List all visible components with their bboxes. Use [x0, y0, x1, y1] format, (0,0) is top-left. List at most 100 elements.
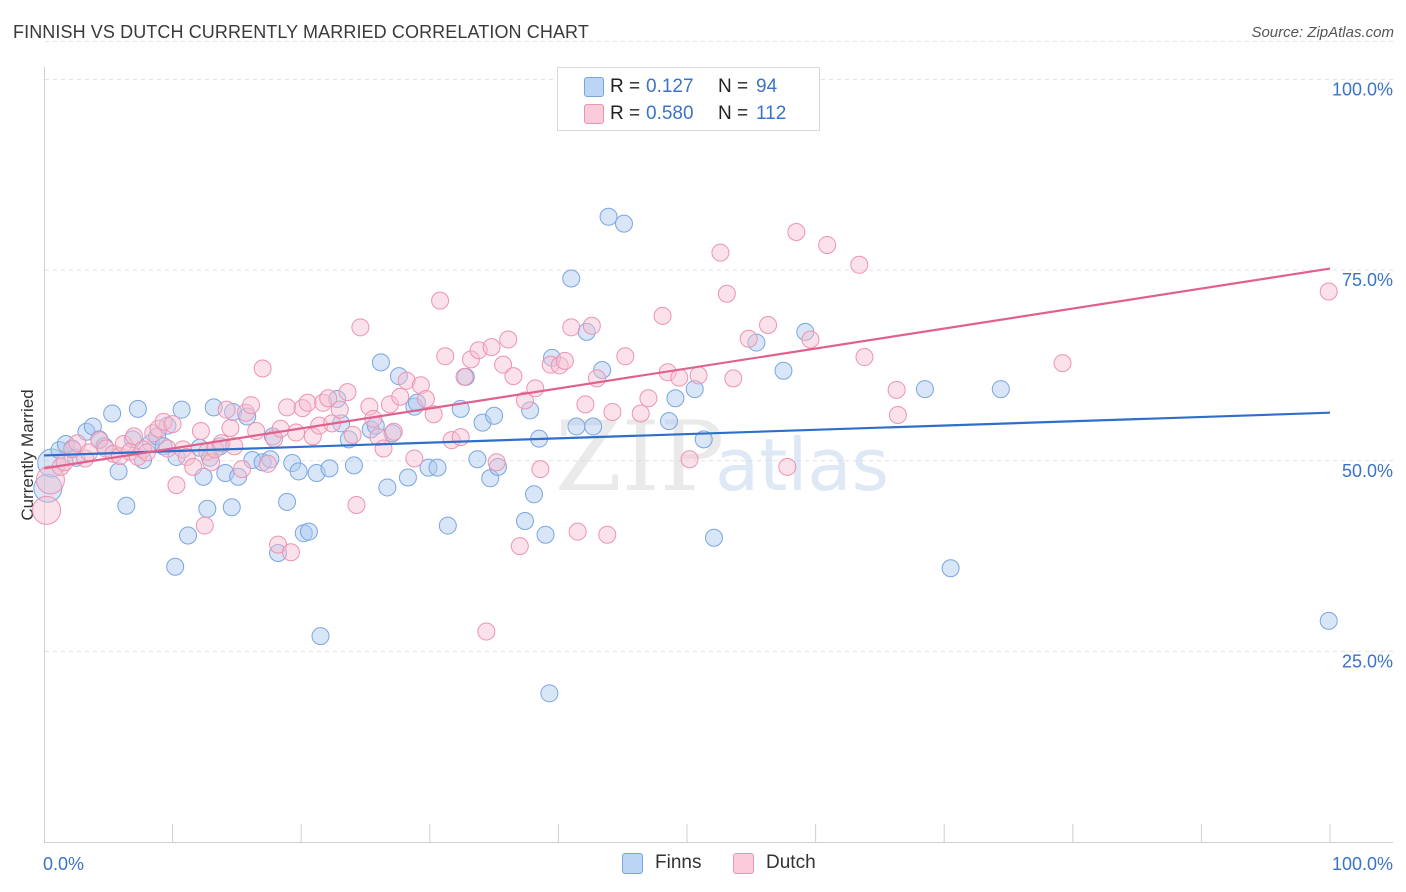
finns-swatch — [584, 77, 604, 97]
dutch-point — [436, 347, 455, 366]
finns-point — [398, 468, 417, 487]
dutch-point — [303, 427, 322, 446]
dutch-point — [374, 439, 393, 458]
finns-point — [438, 516, 457, 535]
finns-point — [172, 400, 191, 419]
finns-point — [222, 498, 241, 517]
dutch-point — [541, 355, 560, 374]
dutch-point — [253, 359, 272, 378]
finns-legend-label: Finns — [655, 852, 702, 873]
dutch-point — [603, 402, 622, 421]
y-tick-label: 100.0% — [1332, 80, 1393, 100]
finns-point — [562, 269, 581, 288]
dutch-point — [887, 380, 906, 399]
y-tick-label: 25.0% — [1342, 651, 1393, 671]
finns-point — [383, 424, 402, 443]
dutch-point — [482, 338, 501, 357]
dutch-point — [499, 330, 518, 349]
dutch-point — [461, 350, 480, 369]
finns-point — [941, 559, 960, 578]
finns-point — [166, 557, 185, 576]
dutch-point — [391, 387, 410, 406]
finns-point — [128, 399, 147, 418]
dutch-point — [724, 369, 743, 388]
finns-point — [991, 380, 1010, 399]
dutch-point — [510, 537, 529, 556]
legend-n-value-dutch: 112 — [756, 103, 787, 124]
grid-lines — [45, 40, 1393, 652]
finns-point — [599, 207, 618, 226]
finns-point — [320, 459, 339, 478]
dutch-point — [494, 355, 513, 374]
legend-r-value-finns: 0.127 — [646, 76, 694, 97]
finns-point — [584, 417, 603, 436]
finns-point — [515, 511, 534, 530]
legend-r-value-dutch: 0.580 — [646, 103, 694, 124]
dutch-point — [380, 395, 399, 414]
dutch-point — [504, 367, 523, 386]
dutch-point — [568, 522, 587, 541]
finns-point — [179, 526, 198, 545]
dutch-point — [217, 400, 236, 419]
finns-point — [774, 361, 793, 380]
finns-point — [473, 413, 492, 432]
dutch-point — [850, 255, 869, 274]
dutch-point — [167, 476, 186, 495]
dutch-point — [195, 516, 214, 535]
finns-point — [468, 450, 487, 469]
dutch-point — [778, 457, 797, 476]
dutch-point — [411, 376, 430, 395]
dutch-point — [759, 316, 778, 335]
dutch-point — [278, 398, 297, 417]
x-tick-label-max: 100.0% — [1332, 854, 1393, 874]
dutch-point — [787, 223, 806, 241]
dutch-point — [330, 400, 349, 419]
dutch-point — [397, 371, 416, 390]
finns-trend-line — [43, 411, 1331, 457]
dutch-point — [293, 399, 312, 418]
legend-r-label: R = — [610, 76, 641, 97]
dutch-point — [515, 391, 534, 410]
legend-r-label: R = — [610, 103, 641, 124]
dutch-point — [184, 457, 203, 476]
dutch-point — [343, 425, 362, 444]
finns-point — [524, 485, 543, 504]
dutch-legend-swatch — [733, 852, 754, 874]
dutch-point — [319, 389, 338, 408]
y-tick-label: 50.0% — [1342, 461, 1393, 481]
finns-point — [328, 389, 347, 408]
dutch-trend-line — [43, 267, 1331, 470]
dutch-point — [1053, 354, 1072, 373]
finns-point — [659, 412, 678, 431]
source-label: Source: ZipAtlas.com — [1251, 24, 1394, 41]
dutch-point — [818, 235, 837, 254]
finns-point — [371, 353, 390, 372]
y-tick-label: 75.0% — [1342, 270, 1393, 290]
watermark-atlas: atlas — [715, 423, 889, 507]
finns-point — [311, 627, 330, 646]
dutch-point — [351, 318, 370, 337]
dutch-point — [855, 348, 874, 367]
dutch-point — [163, 415, 182, 434]
legend-n-label: N = — [718, 103, 749, 124]
finns-point — [540, 684, 559, 703]
dutch-point — [888, 406, 907, 424]
dutch-point — [562, 318, 581, 337]
dutch-point — [35, 465, 65, 495]
finns-point — [915, 380, 934, 399]
dutch-point — [680, 450, 699, 469]
dutch-point — [424, 405, 443, 424]
dutch-point — [455, 367, 474, 386]
dutch-point — [281, 543, 300, 562]
finns-point — [536, 525, 555, 544]
dutch-point — [531, 460, 550, 479]
bottom-legend-dutch: Dutch — [733, 852, 816, 874]
dutch-point — [717, 284, 736, 303]
finns-point — [614, 214, 633, 233]
finns-point — [521, 401, 540, 420]
dutch-point — [298, 393, 317, 412]
bottom-legend-finns: Finns — [622, 852, 701, 874]
dutch-point — [338, 383, 357, 402]
watermark-zip: ZIP — [555, 401, 724, 513]
